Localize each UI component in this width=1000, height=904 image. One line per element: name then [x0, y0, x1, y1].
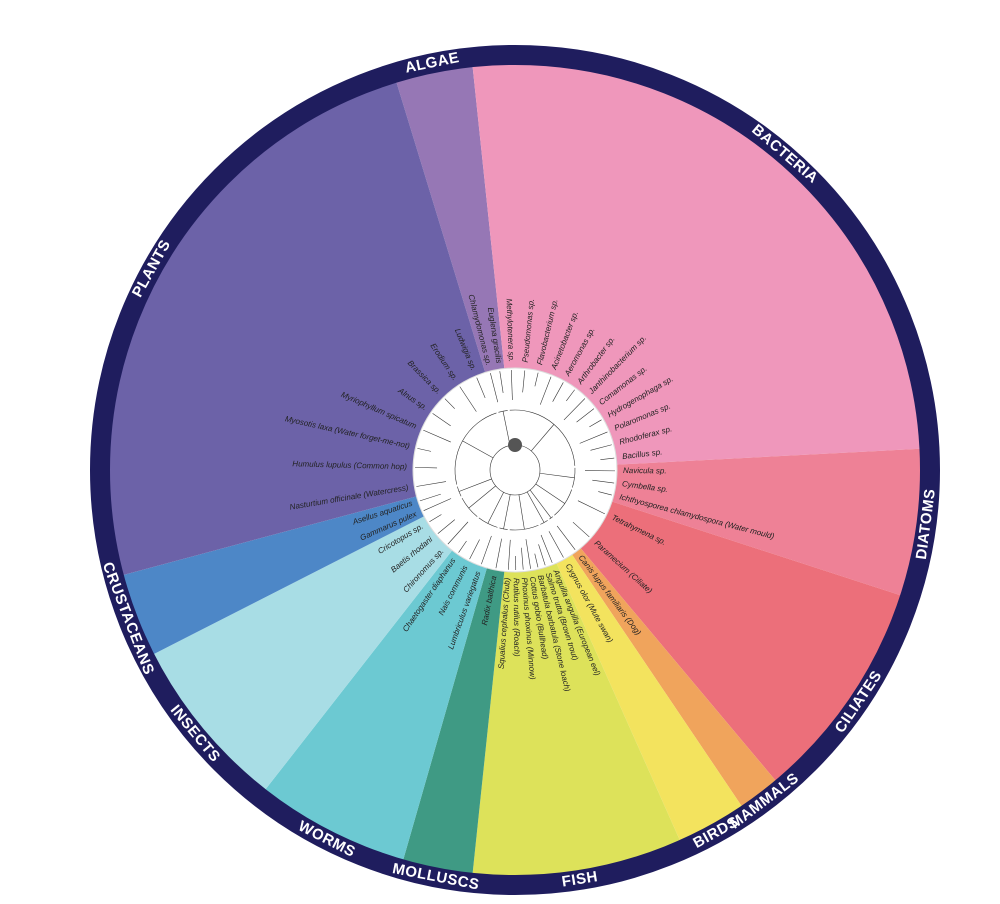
group-label: FISH [561, 868, 599, 890]
tree-branch [432, 413, 451, 427]
tree-branch [592, 479, 615, 484]
tree-branch [502, 411, 511, 446]
tree-branch [423, 498, 452, 511]
tree-branch [522, 370, 526, 393]
tree-branch [535, 483, 565, 504]
tree-branch [415, 467, 438, 469]
species-label: Navicula sp. [623, 466, 667, 475]
tree-branch [417, 448, 432, 452]
tree-branch [518, 494, 525, 530]
tree-branch [499, 371, 504, 393]
tree-branch [579, 431, 608, 444]
tree-core [412, 367, 618, 573]
tree-branch [598, 491, 612, 496]
tree-branch [459, 386, 477, 412]
tree-branch [540, 534, 553, 563]
sector [472, 64, 921, 470]
sectors [109, 64, 921, 876]
tree-branch [481, 535, 492, 565]
tree-branch [538, 544, 546, 566]
tree-branch [590, 444, 612, 451]
tree-branch [476, 377, 486, 399]
tree-branch [490, 373, 499, 403]
tree-branch [437, 519, 456, 534]
tree-branch [566, 389, 575, 402]
tree-branch [525, 539, 531, 569]
tree-branch [563, 398, 586, 421]
sector [403, 470, 515, 874]
tree-branch [521, 547, 524, 570]
sector [515, 448, 921, 596]
tree-arc [499, 527, 508, 530]
tree-branch [444, 398, 455, 409]
tree-branch [548, 531, 564, 558]
tree-arc [549, 516, 553, 520]
sector [109, 81, 515, 576]
sector [396, 66, 515, 470]
tree-branch [458, 540, 467, 553]
species-label: Rutilus rutilus (Roach) [512, 578, 522, 657]
tree-branch [531, 424, 555, 452]
tree-branch [416, 481, 447, 487]
sector [515, 470, 743, 841]
tree-branch [495, 538, 502, 569]
tree-branch [526, 491, 545, 523]
tree-branch [539, 376, 552, 405]
tree-branch [577, 500, 606, 515]
tree-branch [529, 489, 552, 519]
sector [265, 470, 515, 861]
tree-branch [556, 525, 576, 551]
tree-arc [457, 486, 462, 497]
sector [515, 470, 902, 782]
tree-branch [462, 440, 494, 459]
tree-branch [510, 370, 513, 401]
tree-branch [487, 492, 504, 524]
logo [508, 438, 522, 452]
tree-arc [498, 410, 508, 413]
tree-branch [429, 514, 442, 523]
outer-ring [90, 45, 940, 895]
species-label: Methylotenera sp. [505, 298, 516, 362]
tree-branch [507, 539, 511, 570]
tree-branch [503, 494, 511, 529]
tree-branch [552, 382, 564, 402]
tree-branch [469, 539, 480, 560]
tree-branch [534, 372, 539, 387]
tree-branch [419, 493, 441, 502]
tree-branch [534, 553, 539, 568]
tree-branch [576, 408, 595, 423]
tree [415, 370, 615, 570]
tree-branch [447, 521, 469, 545]
tree-branch [458, 478, 492, 492]
sector [153, 470, 516, 790]
tree-branch [600, 457, 615, 461]
tree-branch [468, 485, 496, 509]
tree-branch [423, 429, 451, 443]
sector [515, 470, 776, 807]
tree-branch [539, 472, 575, 479]
tree-branch [589, 419, 602, 428]
sector [122, 470, 516, 655]
tree-branch [572, 521, 590, 538]
species-label: Humulus lupulus (Common hop) [292, 459, 407, 471]
